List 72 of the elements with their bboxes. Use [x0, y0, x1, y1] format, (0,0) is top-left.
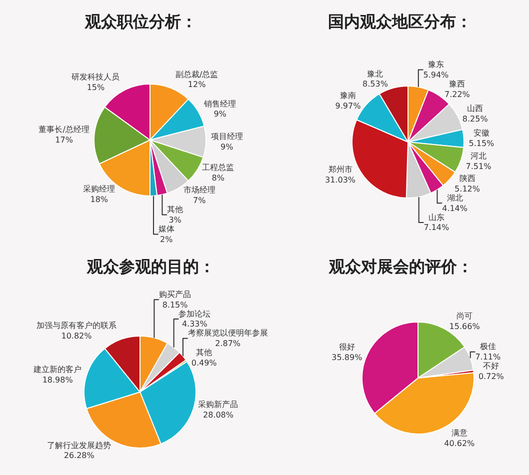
- data-label: 5.94%: [423, 70, 450, 80]
- slice-label: 加强与原有客户的联系: [36, 320, 116, 330]
- data-label: 12%: [188, 80, 206, 90]
- data-label: 5.12%: [454, 184, 480, 194]
- slice-label: 考察展览以便明年参展: [188, 328, 268, 338]
- slice-label: 山东: [428, 212, 444, 222]
- slice-label: 河北: [470, 152, 486, 161]
- chart-title: 观众职位分析：: [84, 12, 197, 31]
- slice-label: 山西: [467, 104, 484, 114]
- slice-label: 郑州市: [328, 165, 352, 174]
- slice-label: 豫东: [428, 60, 444, 70]
- data-label: 9.97%: [335, 101, 362, 110]
- data-label: 18.98%: [42, 376, 74, 385]
- slice-label: 工程总监: [202, 163, 234, 172]
- chart-title: 观众对展会的评价：: [328, 257, 473, 276]
- slice-label: 安徽: [473, 128, 490, 138]
- slice-label: 很好: [338, 342, 355, 352]
- chart-title: 观众参观的目的：: [86, 257, 215, 276]
- slice-label: 其他: [196, 348, 212, 358]
- slice-label: 采购新产品: [198, 400, 238, 410]
- slice-label: 研发科技人员: [72, 72, 120, 82]
- chart-title: 国内观众地区分布：: [328, 12, 472, 31]
- data-label: 17%: [55, 135, 74, 144]
- data-label: 7.51%: [466, 162, 492, 172]
- data-label: 2.87%: [215, 339, 241, 348]
- slice-label: 湖北: [446, 193, 463, 202]
- data-label: 40.62%: [444, 438, 476, 448]
- data-label: 2%: [160, 234, 174, 244]
- slice-label: 参加论坛: [178, 309, 211, 318]
- data-label: 5.15%: [468, 139, 495, 148]
- slice-label: 陕西: [459, 174, 476, 183]
- data-label: 4.14%: [442, 204, 468, 213]
- data-label: 8.25%: [462, 114, 488, 124]
- data-label: 8%: [212, 173, 225, 182]
- slice-label: 市场经理: [183, 186, 216, 195]
- data-label: 0.49%: [191, 358, 218, 368]
- slice-label: 董事长/总经理: [38, 124, 90, 134]
- data-label: 9%: [214, 110, 227, 119]
- slice-label: 采购经理: [83, 184, 116, 194]
- slice-label: 建立新的客户: [32, 365, 82, 374]
- data-label: 35.89%: [332, 352, 363, 362]
- data-label: 0.72%: [478, 372, 504, 381]
- slice-label: 豫南: [340, 91, 356, 100]
- data-label: 7%: [193, 196, 206, 206]
- slice-label: 极佳: [478, 342, 496, 352]
- data-label: 3%: [168, 215, 182, 224]
- data-label: 10.82%: [61, 331, 92, 340]
- data-label: 7.22%: [444, 90, 470, 99]
- data-label: 28.08%: [202, 410, 234, 420]
- slice-label: 项目经理: [210, 132, 243, 142]
- data-label: 31.03%: [324, 176, 356, 185]
- slice-label: 副总裁/总监: [175, 70, 218, 79]
- data-label: 7.14%: [424, 223, 450, 232]
- slice-label: 了解行业发展趋势: [47, 440, 112, 450]
- data-label: 7.11%: [475, 352, 502, 362]
- data-label: 26.28%: [64, 451, 95, 460]
- data-label: 15.66%: [449, 322, 480, 331]
- data-label: 18%: [90, 194, 108, 204]
- slice-label: 豫西: [449, 79, 466, 88]
- data-label: 8.53%: [362, 80, 388, 89]
- slice-label: 尚可: [456, 311, 473, 320]
- slice-label: 不好: [483, 362, 500, 371]
- slice-label: 豫北: [367, 69, 384, 78]
- data-label: 4.33%: [182, 320, 208, 329]
- data-label: 9%: [220, 142, 234, 152]
- data-label: 15%: [86, 83, 106, 92]
- slice-label: 销售经理: [203, 99, 236, 108]
- slice-label: 满意: [451, 428, 468, 438]
- slice-label: 其他: [167, 205, 184, 214]
- data-label: 8.15%: [162, 300, 188, 310]
- slice-label: 购买产品: [159, 290, 192, 299]
- slice-label: 媒体: [158, 224, 174, 234]
